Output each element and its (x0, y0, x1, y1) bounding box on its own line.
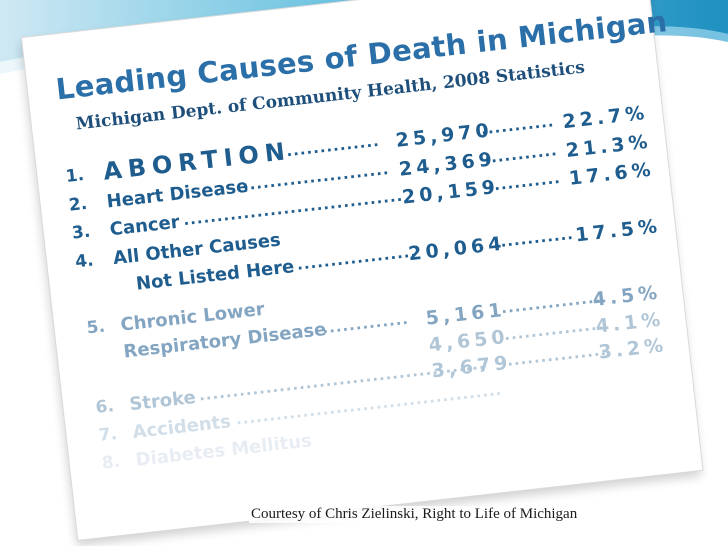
leader-dots: ........... (480, 112, 556, 139)
percent-value: 4.1% (594, 308, 666, 338)
leader-dots: ............ (492, 224, 575, 252)
cause-label: Stroke (128, 386, 197, 416)
rank-number: 7. (97, 423, 119, 446)
leader-dots: ............... (506, 340, 608, 370)
percent-value: 17.5% (574, 215, 663, 247)
rank-number: 4. (74, 250, 95, 273)
cause-label: Cancer (108, 211, 181, 241)
leader-dots: ............... (500, 288, 602, 318)
death-count: 3,679 (430, 351, 513, 383)
leader-dots: ........... (486, 168, 562, 195)
statistics-sheet: Leading Causes of Death in Michigan Mich… (22, 0, 703, 540)
death-count: 20,064 (407, 232, 507, 266)
death-count: 20,159 (400, 175, 501, 209)
rank-number: 3. (71, 221, 92, 244)
death-count: 25,970 (394, 119, 494, 152)
percent-value: 22.7% (561, 101, 650, 134)
rank-number: 5. (85, 316, 107, 339)
percent-value: 21.3% (564, 130, 653, 162)
leader-dots: ............. (321, 309, 410, 338)
leader-dots: .............. (285, 131, 381, 161)
percent-value: 3.2% (597, 334, 669, 364)
rank-number: 1. (64, 165, 86, 187)
percent-value: 4.5% (591, 281, 663, 311)
image-credit-caption: Courtesy of Chris Zielinski, Right to Li… (249, 506, 580, 523)
death-count: 5,161 (424, 298, 507, 330)
rank-number: 2. (67, 193, 89, 216)
leader-dots: .................. (295, 242, 418, 274)
death-count: 24,369 (397, 148, 497, 181)
leader-dots: ............... (503, 314, 605, 345)
leader-dots: ........... (483, 141, 559, 168)
rank-number: 6. (94, 396, 116, 419)
cause-label: Accidents (131, 411, 232, 444)
percent-value: 17.6% (567, 158, 656, 190)
rank-number: 8. (100, 451, 122, 474)
